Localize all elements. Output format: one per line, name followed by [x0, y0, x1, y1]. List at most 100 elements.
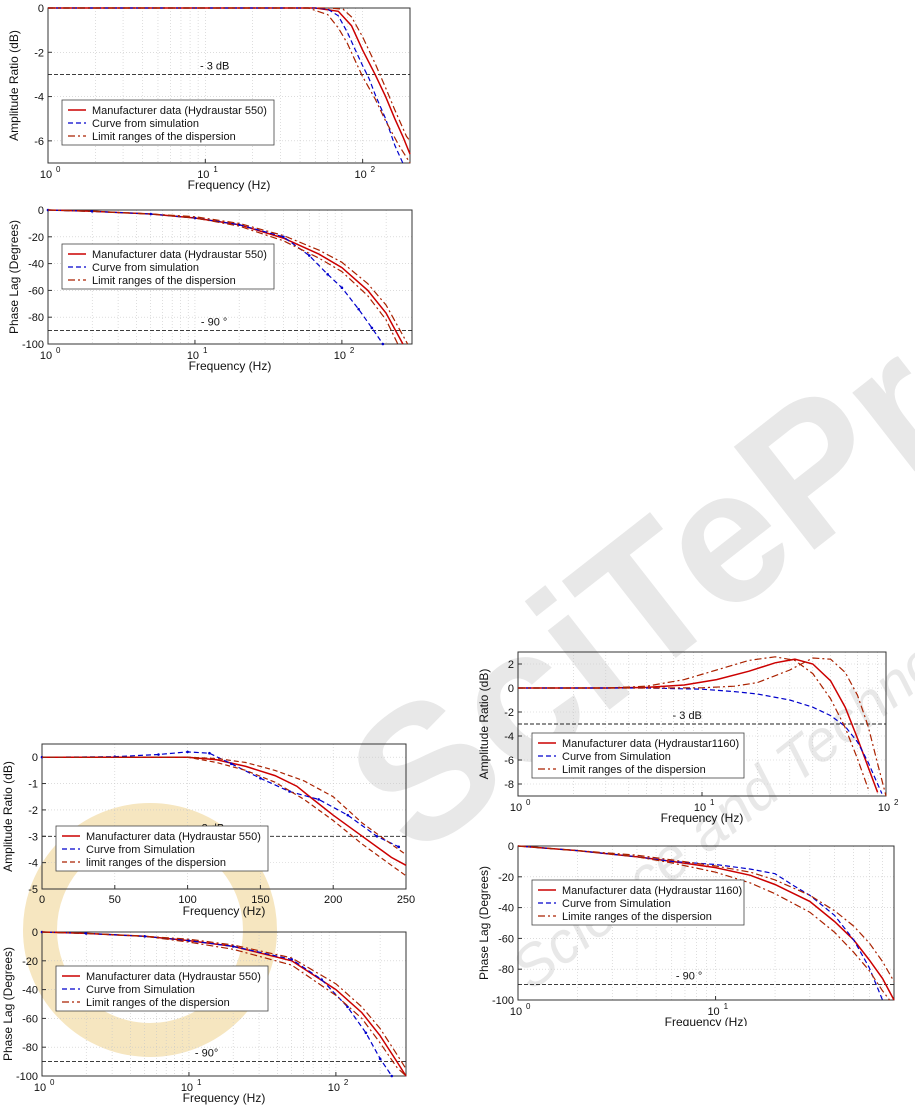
y-axis-label: Phase Lag (Degrees): [1, 947, 15, 1061]
x-tick-exponent: 1: [724, 1002, 729, 1011]
series-point-simulation: [381, 342, 385, 346]
legend-label: Curve from Simulation: [562, 751, 671, 763]
x-tick-exponent: 0: [56, 165, 61, 174]
x-tick-label: 250: [397, 894, 415, 906]
series-line-simulation: [47, 209, 384, 345]
y-tick-label: 0: [32, 752, 38, 764]
x-tick-label: 150: [251, 894, 269, 906]
legend-box: [55, 965, 269, 1012]
series-point-simulation: [231, 945, 235, 948]
x-tick-exponent: 2: [371, 165, 376, 174]
x-tick-label: 200: [324, 894, 342, 906]
x-tick-exponent: 1: [203, 346, 208, 355]
y-tick-label: -60: [22, 1013, 38, 1025]
y-tick-label: -4: [504, 731, 514, 743]
x-tick-label: 10: [878, 802, 890, 814]
x-tick-label: 10: [187, 350, 199, 362]
series-point-simulation: [90, 210, 94, 213]
series-line-simulation: [48, 7, 404, 164]
x-tick-label: 10: [40, 350, 52, 362]
x-tick-label: 10: [197, 169, 209, 181]
legend-label: Curve from simulation: [92, 118, 199, 130]
legend-box: [61, 99, 275, 146]
series-point-simulation: [390, 1074, 394, 1078]
series-point-simulation: [143, 935, 147, 938]
series-point-simulation: [326, 273, 329, 276]
series-point-simulation: [320, 978, 323, 981]
legend-box: [531, 732, 745, 779]
x-tick-label: 100: [178, 894, 196, 906]
series-point-simulation: [346, 1005, 349, 1009]
x-axis-label: Frequency (Hz): [188, 178, 271, 192]
y-tick-label: -80: [498, 964, 514, 976]
x-tick-label: 10: [510, 802, 522, 814]
series-line-simulation: [518, 687, 883, 794]
y-tick-label: -2: [504, 707, 514, 719]
y-tick-label: 0: [38, 3, 44, 15]
series-point-simulation: [288, 790, 291, 793]
series-line-simulation: [517, 845, 884, 1001]
x-tick-exponent: 1: [710, 798, 715, 807]
series-line-manufacturer: [42, 756, 407, 866]
legend-label: limit ranges of the dispersion: [86, 857, 226, 869]
x-tick-exponent: 0: [526, 1002, 531, 1011]
plot-frame: [47, 209, 413, 345]
reference-label: - 3 dB: [673, 710, 702, 722]
y-axis-label: Amplitude Ratio (dB): [477, 669, 491, 780]
y-axis-label: Amplitude Ratio (dB): [1, 761, 15, 872]
series-point-simulation: [397, 845, 401, 849]
x-tick-label: 10: [181, 1082, 193, 1094]
x-axis-label: Frequency (Hz): [183, 904, 266, 918]
x-tick-label: 10: [694, 802, 706, 814]
series-point-simulation: [157, 753, 160, 756]
y-tick-label: -80: [28, 312, 44, 324]
y-tick-label: -20: [28, 232, 44, 244]
x-tick-exponent: 2: [344, 1078, 349, 1087]
y-tick-label: -100: [492, 995, 514, 1007]
chart-amplitude-1160: 2 0 -2 -4 -6 -8 10 0 10 1 10 2 Frequency (Hz) Amplitu…: [477, 651, 899, 825]
series-line-limits: [41, 931, 407, 1070]
legend: Manufacturer data (Hydraustar 1160)Curve…: [531, 879, 745, 926]
legend: Manufacturer data (Hydraustar1160)Curve …: [531, 732, 745, 779]
reference-label: - 90°: [195, 1048, 218, 1060]
legend-label: Curve from Simulation: [86, 984, 195, 996]
legend-label: Limit ranges of the dispersion: [86, 997, 230, 1009]
y-tick-label: 2: [508, 659, 514, 671]
y-tick-label: -8: [504, 779, 514, 791]
x-axis-label: Frequency (Hz): [183, 1091, 266, 1105]
series-point-simulation: [259, 776, 262, 780]
legend-label: Limit ranges of the dispersion: [92, 131, 236, 143]
series-group: [40, 750, 407, 877]
x-tick-label: 10: [334, 350, 346, 362]
series-line-limits: [47, 209, 409, 345]
y-tick-label: -4: [28, 858, 38, 870]
y-axis-label: Phase Lag (Degrees): [7, 220, 21, 334]
y-axis-label: Amplitude Ratio (dB): [7, 30, 21, 141]
x-tick-label: 10: [40, 169, 52, 181]
legend: Manufacturer data (Hydraustar 550)Curve …: [55, 965, 269, 1012]
plot-frame: [41, 743, 407, 890]
legend-label: Manufacturer data (Hydraustar 550): [86, 831, 261, 843]
legend-label: Manufacturer data (Hydraustar1160): [562, 738, 739, 750]
series-point-simulation: [208, 751, 211, 755]
plot-frame: [517, 845, 895, 1001]
series-group: [517, 845, 895, 1001]
reference-label: - 3 dB: [200, 60, 229, 72]
x-tick-label: 50: [109, 894, 121, 906]
y-tick-label: 0: [38, 205, 44, 217]
series-point-simulation: [290, 958, 293, 961]
y-tick-label: -20: [498, 872, 514, 884]
legend-label: Limit ranges of the dispersion: [92, 275, 236, 287]
series-point-simulation: [229, 762, 233, 766]
y-tick-label: -60: [28, 285, 44, 297]
y-tick-label: -40: [498, 903, 514, 915]
series-line-manufacturer: [517, 845, 895, 1001]
series-line-simulation: [41, 751, 399, 848]
x-tick-exponent: 0: [56, 346, 61, 355]
y-tick-label: -100: [16, 1071, 38, 1083]
x-tick-exponent: 2: [894, 798, 899, 807]
x-axis-label: Frequency (Hz): [661, 811, 744, 825]
y-tick-label: -80: [22, 1042, 38, 1054]
series-point-simulation: [282, 235, 285, 239]
y-tick-label: -2: [28, 805, 38, 817]
